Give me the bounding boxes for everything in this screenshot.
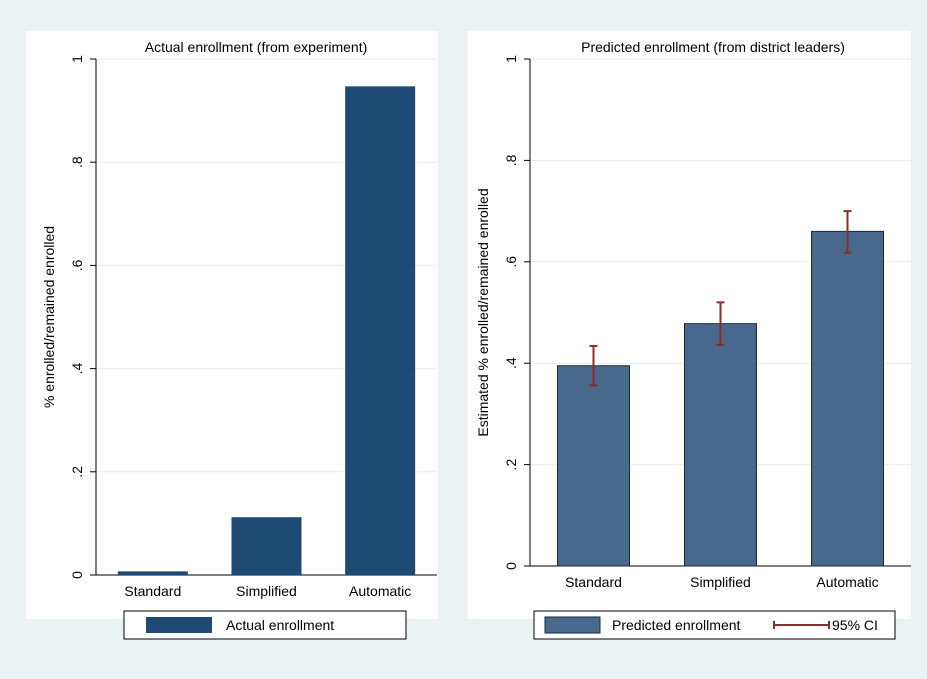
x-tick-label: Simplified: [236, 583, 297, 599]
y-tick-label: .8: [503, 154, 519, 166]
bar-automatic: [345, 86, 416, 576]
bar-automatic: [811, 230, 884, 567]
x-tick-label: Simplified: [690, 574, 751, 590]
chart-title: Actual enrollment (from experiment): [145, 39, 368, 55]
y-tick-label: 0: [503, 562, 519, 570]
y-tick-label: .2: [69, 466, 85, 478]
x-tick-label: Standard: [124, 583, 181, 599]
chart-title: Predicted enrollment (from district lead…: [581, 39, 845, 55]
y-axis-label: Estimated % enrolled/remained enrolled: [475, 188, 491, 436]
y-tick-label: .6: [503, 256, 519, 268]
y-tick-label: .4: [503, 357, 519, 369]
y-tick-label: .2: [503, 459, 519, 471]
y-tick-label: 1: [69, 55, 85, 63]
legend-label: Actual enrollment: [226, 617, 334, 633]
y-axis-label: % enrolled/remained enrolled: [41, 226, 57, 408]
bar-standard: [117, 571, 188, 575]
legend-swatch: [146, 617, 212, 633]
y-tick-label: .6: [69, 259, 85, 271]
y-tick-label: 1: [503, 55, 519, 63]
x-tick-label: Automatic: [349, 583, 411, 599]
x-tick-label: Standard: [565, 574, 622, 590]
legend: Actual enrollment: [123, 610, 407, 640]
bar-simplified: [231, 517, 302, 575]
legend-label: Predicted enrollment: [612, 617, 741, 633]
chart-panel-1: Actual enrollment (from experiment) 0 .2 .4…: [26, 31, 438, 640]
legend: Predicted enrollment 95% CI: [533, 610, 896, 640]
bar-standard: [557, 365, 630, 567]
legend-swatch: [544, 616, 601, 634]
x-tick-label: Automatic: [816, 574, 878, 590]
y-tick-label: 0: [69, 571, 85, 579]
bar-simplified: [684, 323, 757, 567]
y-tick-label: .8: [69, 156, 85, 168]
chart-panel-2: Predicted enrollment (from district lead…: [467, 31, 911, 640]
legend-label: 95% CI: [832, 617, 878, 633]
y-tick-label: .4: [69, 363, 85, 375]
